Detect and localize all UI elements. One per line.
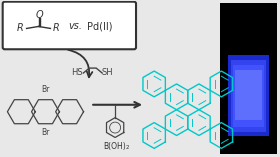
Bar [230, 60, 266, 132]
Bar [220, 3, 277, 154]
Text: O: O [36, 10, 43, 20]
Text: 2: 2 [125, 145, 129, 150]
Text: R: R [17, 23, 24, 33]
Text: B(OH): B(OH) [104, 142, 127, 152]
Bar [232, 65, 264, 127]
Text: HS: HS [71, 68, 83, 77]
FancyBboxPatch shape [3, 2, 136, 49]
Text: R: R [53, 23, 60, 33]
Text: Pd(II): Pd(II) [87, 22, 113, 31]
Bar [228, 55, 269, 136]
Bar [235, 70, 262, 120]
Text: SH: SH [101, 68, 113, 77]
Text: Br: Br [41, 127, 50, 137]
Text: Br: Br [41, 85, 50, 94]
Text: vs.: vs. [68, 22, 82, 31]
